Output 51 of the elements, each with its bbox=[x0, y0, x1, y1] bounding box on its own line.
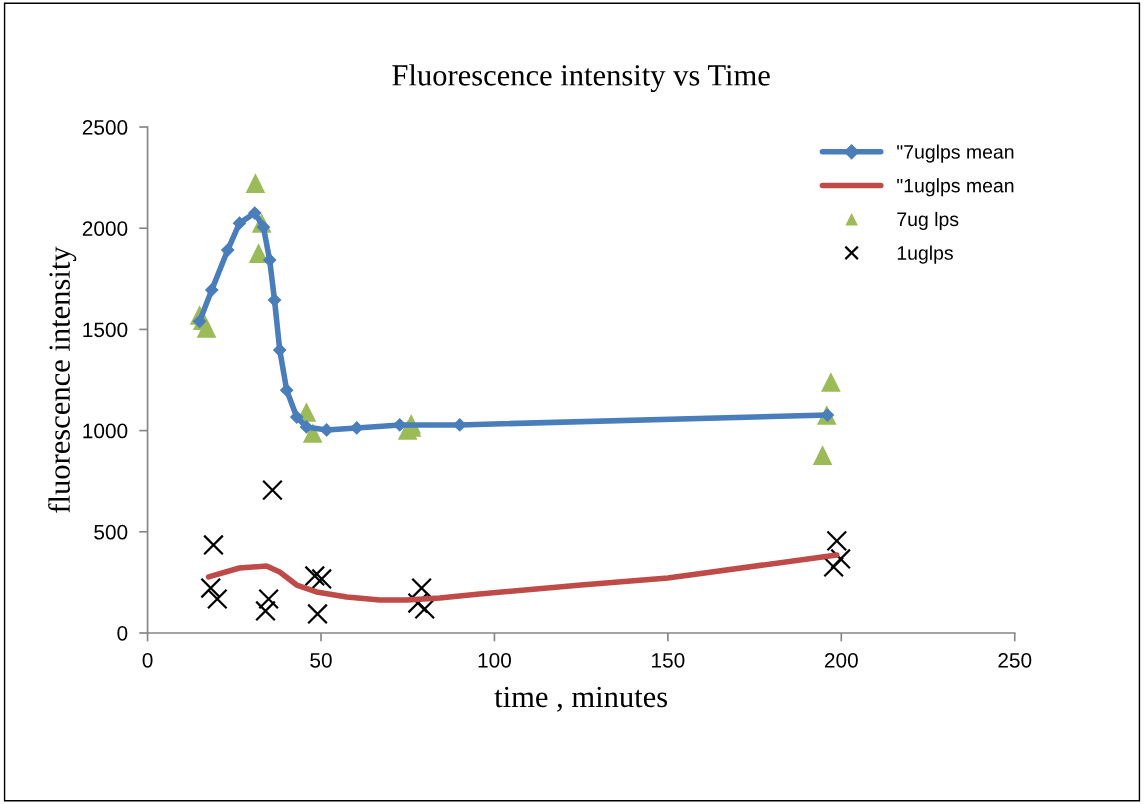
legend-label: "7uglps mean bbox=[897, 144, 1014, 163]
y-tick-label: 500 bbox=[94, 524, 128, 540]
point bbox=[290, 410, 304, 424]
x-axis-title: time , minutes bbox=[494, 686, 668, 712]
point bbox=[407, 592, 429, 614]
y-tick-label: 2500 bbox=[82, 120, 128, 135]
point bbox=[350, 421, 364, 435]
point bbox=[196, 318, 217, 338]
point bbox=[830, 548, 852, 570]
point bbox=[823, 556, 845, 578]
point bbox=[414, 598, 436, 620]
point bbox=[311, 568, 333, 590]
y-axis-title: fluorescence intensity bbox=[48, 246, 77, 513]
point bbox=[826, 530, 848, 552]
x-tick-label: 150 bbox=[652, 652, 685, 668]
x-tick-label: 50 bbox=[310, 652, 332, 668]
x-tick-label: 100 bbox=[478, 652, 511, 668]
point bbox=[411, 577, 433, 599]
point bbox=[206, 588, 228, 610]
x-tick-label: 0 bbox=[142, 652, 153, 668]
legend-label: 7ug lps bbox=[897, 211, 959, 231]
point bbox=[319, 423, 334, 437]
chart-title: Fluorescence intensity vs Time bbox=[392, 64, 770, 92]
point bbox=[307, 603, 328, 625]
legend-label: "1uglps mean bbox=[897, 178, 1014, 197]
x-tick-label: 250 bbox=[998, 652, 1032, 668]
point bbox=[280, 383, 294, 397]
point bbox=[263, 253, 277, 267]
point bbox=[203, 534, 224, 556]
legend-label: 1uglps bbox=[897, 245, 953, 264]
point bbox=[255, 600, 276, 622]
point bbox=[453, 418, 467, 432]
point bbox=[248, 206, 262, 220]
point bbox=[262, 479, 283, 501]
point bbox=[267, 293, 282, 307]
point bbox=[273, 343, 287, 357]
y-tick-label: 0 bbox=[117, 625, 128, 641]
point bbox=[205, 283, 219, 297]
y-tick-label: 1000 bbox=[83, 423, 128, 439]
point bbox=[812, 445, 833, 465]
point bbox=[200, 577, 222, 599]
point bbox=[245, 173, 266, 193]
point bbox=[393, 418, 407, 432]
y-tick-label: 1500 bbox=[83, 322, 128, 338]
x-tick-label: 200 bbox=[824, 652, 858, 668]
point bbox=[821, 372, 841, 392]
y-tick-label: 2000 bbox=[82, 221, 128, 236]
point bbox=[258, 588, 280, 610]
point bbox=[232, 216, 247, 230]
point bbox=[221, 243, 235, 257]
point bbox=[304, 565, 326, 587]
